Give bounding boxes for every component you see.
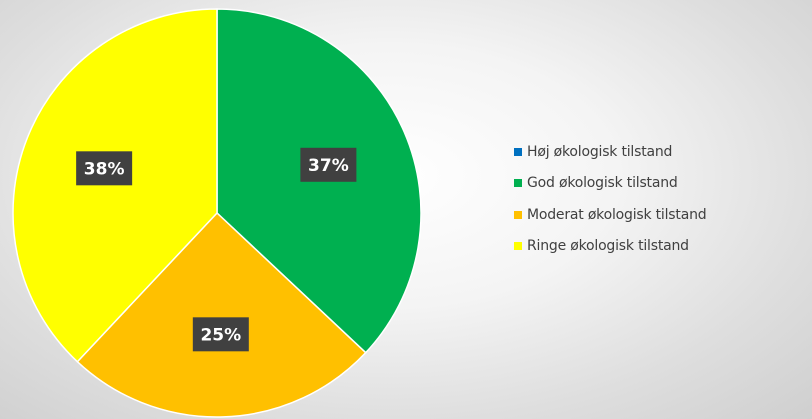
legend-swatch-ringe	[514, 242, 522, 251]
data-label-3: 38%	[84, 159, 125, 179]
legend-item-hoj: Høj økologisk tilstand	[514, 136, 810, 168]
legend-label-god: God økologisk tilstand	[527, 175, 678, 192]
data-label-box-1	[300, 147, 357, 182]
data-label-1: 37%	[308, 156, 349, 176]
data-label-2: 25%	[200, 325, 241, 345]
pie-slice-3	[12, 8, 218, 363]
legend-item-ringe: Ringe økologisk tilstand	[514, 231, 810, 263]
legend-swatch-moderat	[514, 210, 522, 219]
data-labels: 37% 25% 38%	[76, 147, 357, 352]
legend-item-god: God økologisk tilstand	[514, 168, 810, 200]
legend-label-ringe: Ringe økologisk tilstand	[527, 238, 689, 255]
legend-swatch-hoj	[514, 147, 522, 156]
data-label-box-2	[192, 317, 249, 352]
legend-label-moderat: Moderat økologisk tilstand	[527, 206, 707, 223]
legend-label-hoj: Høj økologisk tilstand	[527, 143, 673, 160]
legend-swatch-god	[514, 179, 522, 188]
data-label-box-3	[76, 151, 133, 186]
pie-slice-2	[76, 211, 367, 418]
legend: Høj økologisk tilstand God økologisk til…	[514, 136, 810, 262]
legend-item-moderat: Moderat økologisk tilstand	[514, 199, 810, 231]
